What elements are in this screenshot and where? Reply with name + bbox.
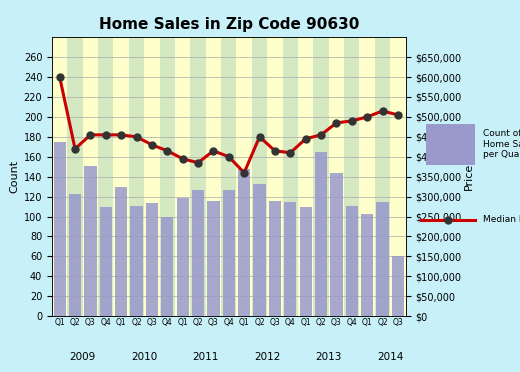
Y-axis label: Price: Price xyxy=(464,163,474,190)
Bar xyxy=(192,190,204,316)
Bar xyxy=(176,198,189,316)
Bar xyxy=(129,37,144,316)
Bar xyxy=(221,37,237,316)
Bar xyxy=(252,37,267,316)
Text: 2014: 2014 xyxy=(377,353,404,362)
Bar xyxy=(84,166,97,316)
Text: Count of
Home Sales
per Quarter: Count of Home Sales per Quarter xyxy=(483,129,520,159)
Bar xyxy=(160,37,175,316)
Bar xyxy=(253,184,266,316)
Bar xyxy=(346,206,358,316)
Bar xyxy=(315,152,327,316)
Bar xyxy=(282,37,298,316)
Bar xyxy=(269,201,281,316)
Bar xyxy=(376,202,388,316)
Bar xyxy=(54,142,66,316)
Text: 2010: 2010 xyxy=(131,353,158,362)
Bar xyxy=(375,37,390,316)
Text: 2012: 2012 xyxy=(254,353,280,362)
Bar xyxy=(98,37,113,316)
Bar xyxy=(330,173,343,316)
Bar xyxy=(131,206,142,316)
Text: 2011: 2011 xyxy=(192,353,219,362)
Bar xyxy=(100,206,112,316)
Title: Home Sales in Zip Code 90630: Home Sales in Zip Code 90630 xyxy=(99,17,359,32)
Y-axis label: Count: Count xyxy=(9,160,19,193)
Bar xyxy=(69,194,81,316)
Text: 2013: 2013 xyxy=(316,353,342,362)
Text: 2009: 2009 xyxy=(70,353,96,362)
Bar xyxy=(392,256,404,316)
Bar xyxy=(68,37,83,316)
Bar xyxy=(223,190,235,316)
Bar xyxy=(300,206,312,316)
Bar xyxy=(284,202,296,316)
Bar xyxy=(361,214,373,316)
Bar xyxy=(115,187,127,316)
Bar xyxy=(344,37,359,316)
Bar xyxy=(238,169,250,316)
Bar xyxy=(207,201,219,316)
Bar xyxy=(190,37,206,316)
Text: Median Price: Median Price xyxy=(483,215,520,224)
Bar xyxy=(146,203,158,316)
Bar xyxy=(161,217,174,316)
Bar xyxy=(314,37,329,316)
